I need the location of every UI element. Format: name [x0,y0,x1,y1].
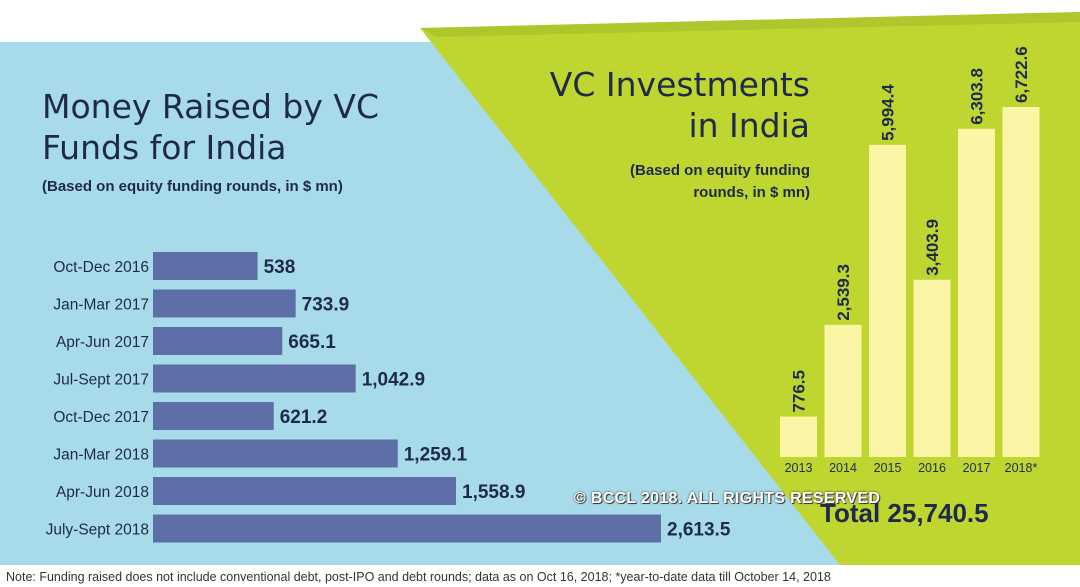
bar-value-label: 733.9 [302,295,350,316]
vertical-bar [824,324,862,457]
bar-value-label: 776.5 [790,370,809,413]
category-label: Jul-Sept 2017 [53,372,149,389]
bar-value-label: 1,558.9 [462,482,525,503]
category-label: Apr-Jun 2017 [56,334,149,351]
left-chart-title: Money Raised by VC Funds for India [42,87,380,167]
year-label: 2018* [1005,461,1038,475]
year-label: 2016 [918,461,946,475]
bar-value-label: 2,539.3 [834,264,853,321]
bar-value-label: 538 [264,257,296,278]
horizontal-bar [153,364,356,393]
horizontal-bar [153,514,661,543]
bar-value-label: 621.2 [280,407,328,428]
vertical-bar [869,144,906,457]
bar-value-label: 665.1 [288,332,336,353]
footnote: Note: Funding raised does not include co… [6,570,831,584]
category-label: Apr-Jun 2018 [56,484,149,501]
bar-value-label: 1,042.9 [362,370,425,391]
bar-value-label: 6,722.6 [1012,46,1031,103]
vertical-bar [958,128,995,457]
horizontal-bar [153,252,258,280]
bar-value-label: 2,613.5 [667,520,731,541]
category-label: Oct-Dec 2017 [53,409,149,426]
year-label: 2017 [963,461,991,475]
horizontal-bar [153,327,283,355]
category-label: Oct-Dec 2016 [53,259,149,276]
right-chart-subtitle: (Based on equity funding rounds, in $ mn… [630,162,810,201]
copyright-watermark: © BCCL 2018. ALL RIGHTS RESERVED [574,490,881,507]
total-label: Total 25,740.5 [820,498,989,528]
vertical-bar [913,279,951,457]
category-label: July-Sept 2018 [46,522,149,539]
horizontal-bar [153,439,398,468]
bar-value-label: 6,303.8 [968,68,987,125]
right-chart-title: VC Investments in India [549,65,810,145]
horizontal-bar [153,402,274,430]
year-label: 2015 [874,461,902,475]
bar-value-label: 1,259.1 [404,445,468,466]
horizontal-bar [153,289,296,318]
category-label: Jan-Mar 2018 [53,447,149,464]
vertical-bar [1002,107,1040,457]
year-label: 2014 [829,461,857,475]
left-chart-subtitle: (Based on equity funding rounds, in $ mn… [42,178,343,195]
vertical-bar [780,416,817,457]
horizontal-bar [153,477,457,505]
category-label: Jan-Mar 2017 [53,297,149,314]
right-panel-shadow [420,12,1080,37]
bar-value-label: 3,403.9 [923,219,942,276]
year-label: 2013 [785,461,813,475]
bar-value-label: 5,994.4 [879,84,898,141]
